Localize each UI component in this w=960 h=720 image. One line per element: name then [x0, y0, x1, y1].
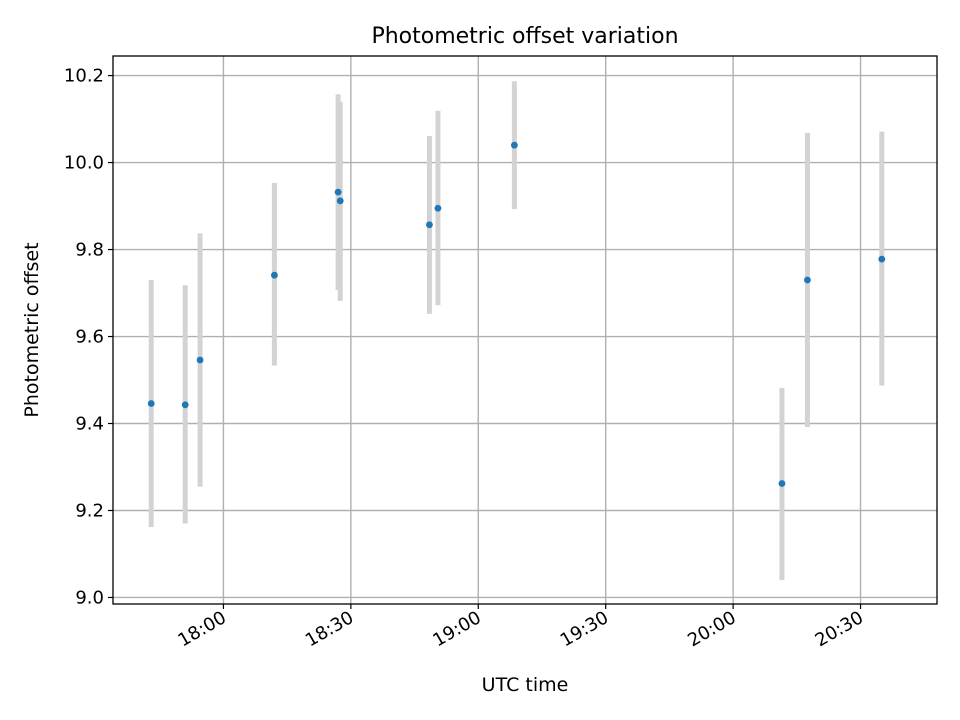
y-tick-label: 9.0 — [75, 587, 104, 608]
x-tick-label: 18:00 — [175, 607, 230, 651]
data-point — [271, 271, 278, 279]
y-tick-label: 9.4 — [75, 414, 104, 435]
point-layer — [147, 141, 886, 487]
data-point — [426, 221, 433, 229]
y-axis-label: Photometric offset — [21, 242, 43, 417]
y-tick-label: 9.8 — [75, 240, 104, 261]
x-axis-label: UTC time — [482, 674, 569, 696]
tick-layer: 18:00 18:30 19:00 19:30 20:00 20:30 9.0 9.2 9.4 9… — [64, 66, 867, 652]
data-point — [147, 400, 155, 407]
data-point — [434, 204, 442, 212]
x-tick-label: 19:30 — [557, 607, 612, 651]
y-tick-label: 10.2 — [64, 66, 104, 87]
y-tick-label: 10.0 — [64, 153, 104, 174]
y-tick-label: 9.6 — [75, 327, 104, 348]
data-point — [804, 276, 811, 284]
data-point — [510, 141, 518, 149]
x-tick-label: 19:00 — [429, 607, 484, 651]
data-point — [778, 480, 786, 487]
chart-title: Photometric offset variation — [371, 24, 678, 49]
plot-frame — [112, 55, 938, 605]
x-tick-label: 18:30 — [302, 607, 357, 651]
data-point — [336, 197, 344, 205]
data-point — [196, 356, 204, 364]
grid-layer — [113, 56, 937, 604]
data-point — [878, 255, 886, 263]
x-tick-label: 20:30 — [812, 607, 867, 651]
data-point — [334, 188, 342, 196]
data-point — [181, 401, 189, 409]
x-tick-label: 20:00 — [684, 607, 739, 651]
error-bar-layer — [148, 81, 885, 581]
y-tick-label: 9.2 — [75, 500, 104, 521]
